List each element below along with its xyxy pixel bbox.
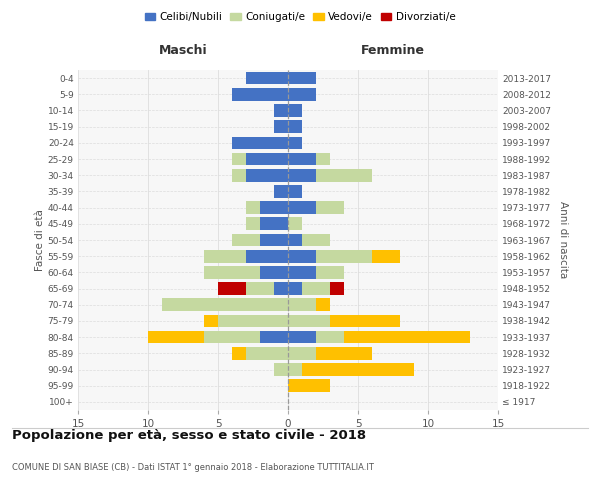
- Bar: [288, 298, 316, 311]
- Bar: [204, 250, 246, 262]
- Bar: [246, 347, 288, 360]
- Y-axis label: Fasce di età: Fasce di età: [35, 209, 45, 271]
- Bar: [274, 282, 288, 295]
- Bar: [288, 314, 330, 328]
- Bar: [316, 250, 372, 262]
- Bar: [204, 331, 260, 344]
- Bar: [288, 88, 316, 101]
- Bar: [148, 331, 204, 344]
- Bar: [316, 266, 344, 278]
- Bar: [288, 202, 316, 214]
- Bar: [288, 218, 302, 230]
- Bar: [288, 136, 302, 149]
- Text: COMUNE DI SAN BIASE (CB) - Dati ISTAT 1° gennaio 2018 - Elaborazione TUTTITALIA.: COMUNE DI SAN BIASE (CB) - Dati ISTAT 1°…: [12, 464, 374, 472]
- Bar: [288, 169, 316, 181]
- Bar: [316, 298, 330, 311]
- Bar: [288, 152, 316, 166]
- Bar: [316, 202, 344, 214]
- Bar: [330, 282, 344, 295]
- Bar: [246, 202, 260, 214]
- Bar: [288, 185, 302, 198]
- Bar: [288, 282, 302, 295]
- Bar: [232, 169, 246, 181]
- Bar: [288, 72, 316, 85]
- Bar: [302, 234, 330, 246]
- Bar: [330, 314, 400, 328]
- Bar: [232, 152, 246, 166]
- Bar: [204, 314, 218, 328]
- Bar: [288, 234, 302, 246]
- Bar: [288, 120, 302, 133]
- Bar: [274, 363, 288, 376]
- Bar: [288, 347, 316, 360]
- Bar: [260, 331, 288, 344]
- Bar: [288, 331, 316, 344]
- Bar: [246, 152, 288, 166]
- Bar: [246, 72, 288, 85]
- Y-axis label: Anni di nascita: Anni di nascita: [558, 202, 568, 278]
- Bar: [232, 347, 246, 360]
- Legend: Celibi/Nubili, Coniugati/e, Vedovi/e, Divorziati/e: Celibi/Nubili, Coniugati/e, Vedovi/e, Di…: [140, 8, 460, 26]
- Bar: [288, 104, 302, 117]
- Bar: [260, 202, 288, 214]
- Bar: [302, 363, 414, 376]
- Bar: [204, 266, 260, 278]
- Bar: [246, 250, 288, 262]
- Bar: [246, 282, 274, 295]
- Text: Maschi: Maschi: [158, 44, 208, 57]
- Bar: [260, 218, 288, 230]
- Bar: [316, 152, 330, 166]
- Bar: [316, 331, 344, 344]
- Bar: [274, 185, 288, 198]
- Bar: [162, 298, 288, 311]
- Bar: [218, 314, 288, 328]
- Bar: [302, 282, 330, 295]
- Bar: [260, 234, 288, 246]
- Bar: [288, 266, 316, 278]
- Bar: [232, 88, 288, 101]
- Bar: [288, 380, 330, 392]
- Bar: [260, 266, 288, 278]
- Bar: [232, 136, 288, 149]
- Bar: [232, 234, 260, 246]
- Bar: [274, 104, 288, 117]
- Text: Femmine: Femmine: [361, 44, 425, 57]
- Bar: [316, 169, 372, 181]
- Bar: [316, 347, 372, 360]
- Bar: [372, 250, 400, 262]
- Bar: [246, 218, 260, 230]
- Bar: [288, 363, 302, 376]
- Bar: [288, 250, 316, 262]
- Text: Popolazione per età, sesso e stato civile - 2018: Popolazione per età, sesso e stato civil…: [12, 430, 366, 442]
- Bar: [274, 120, 288, 133]
- Bar: [218, 282, 246, 295]
- Bar: [246, 169, 288, 181]
- Bar: [344, 331, 470, 344]
